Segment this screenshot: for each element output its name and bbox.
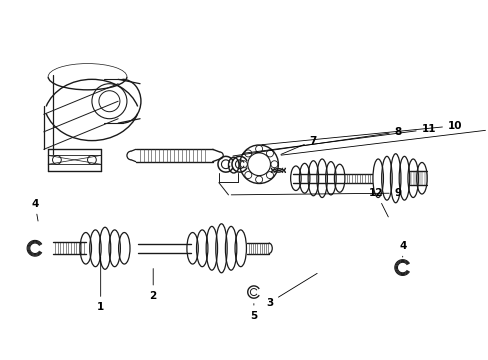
Text: 1: 1 [97,257,104,312]
Text: 11: 11 [242,124,435,153]
Text: 10: 10 [262,121,462,145]
Text: 12: 12 [368,188,387,217]
Text: 9: 9 [231,188,401,198]
Text: 3: 3 [265,273,317,307]
Text: 4: 4 [398,240,406,257]
Text: 8: 8 [232,127,401,156]
Text: 5: 5 [250,303,257,321]
Text: 7: 7 [281,136,316,154]
Text: 4: 4 [31,199,39,221]
Text: 2: 2 [149,269,157,301]
Text: 6: 6 [281,124,488,155]
